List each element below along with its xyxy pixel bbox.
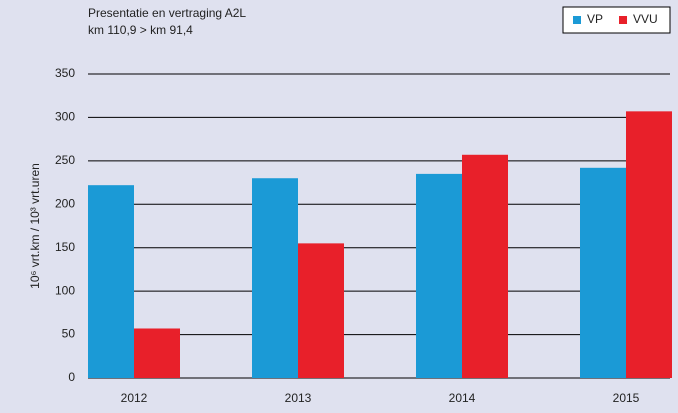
- x-tick-label: 2013: [285, 391, 312, 405]
- y-tick-label: 300: [55, 110, 75, 124]
- bar: [626, 111, 672, 378]
- chart-subtitle: km 110,9 > km 91,4: [88, 23, 193, 37]
- bar: [252, 178, 298, 378]
- y-tick-label: 50: [62, 327, 76, 341]
- y-axis-label: 10⁶ vrt.km / 10³ vrt.uren: [28, 163, 42, 289]
- legend-swatch: [619, 16, 628, 24]
- x-tick-label: 2012: [121, 391, 148, 405]
- x-tick-label: 2015: [613, 391, 640, 405]
- y-tick-label: 150: [55, 240, 75, 254]
- bar: [134, 328, 180, 378]
- bar: [462, 154, 508, 378]
- bar: [88, 185, 134, 378]
- y-tick-label: 100: [55, 283, 75, 297]
- legend-swatch: [573, 16, 581, 24]
- y-tick-label: 250: [55, 153, 75, 167]
- x-tick-label: 2014: [449, 391, 476, 405]
- y-tick-label: 350: [55, 66, 75, 80]
- legend-label: VP: [587, 12, 603, 26]
- bar: [580, 167, 626, 378]
- y-tick-label: 0: [68, 370, 75, 384]
- legend-label: VVU: [633, 12, 658, 26]
- bar: [416, 173, 462, 378]
- bar: [298, 243, 344, 378]
- y-tick-label: 200: [55, 196, 75, 210]
- chart-title: Presentatie en vertraging A2L: [88, 6, 246, 20]
